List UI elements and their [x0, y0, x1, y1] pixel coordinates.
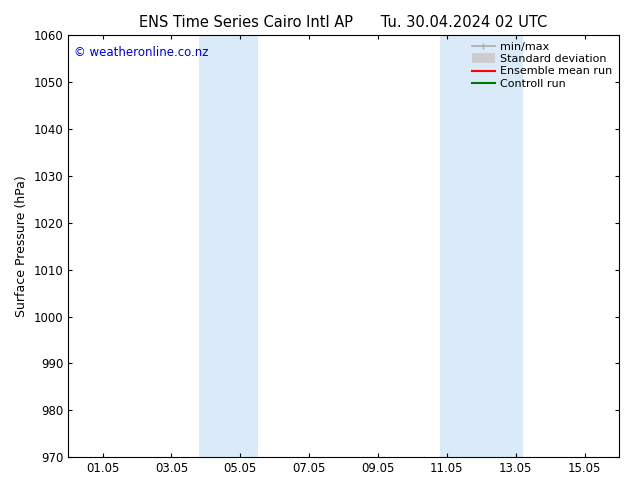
Y-axis label: Surface Pressure (hPa): Surface Pressure (hPa): [15, 175, 28, 317]
Bar: [440, 35, 522, 457]
Bar: [199, 35, 257, 457]
Legend: min/max, Standard deviation, Ensemble mean run, Controll run: min/max, Standard deviation, Ensemble me…: [468, 38, 617, 93]
Text: © weatheronline.co.nz: © weatheronline.co.nz: [74, 46, 208, 59]
Title: ENS Time Series Cairo Intl AP      Tu. 30.04.2024 02 UTC: ENS Time Series Cairo Intl AP Tu. 30.04.…: [139, 15, 548, 30]
